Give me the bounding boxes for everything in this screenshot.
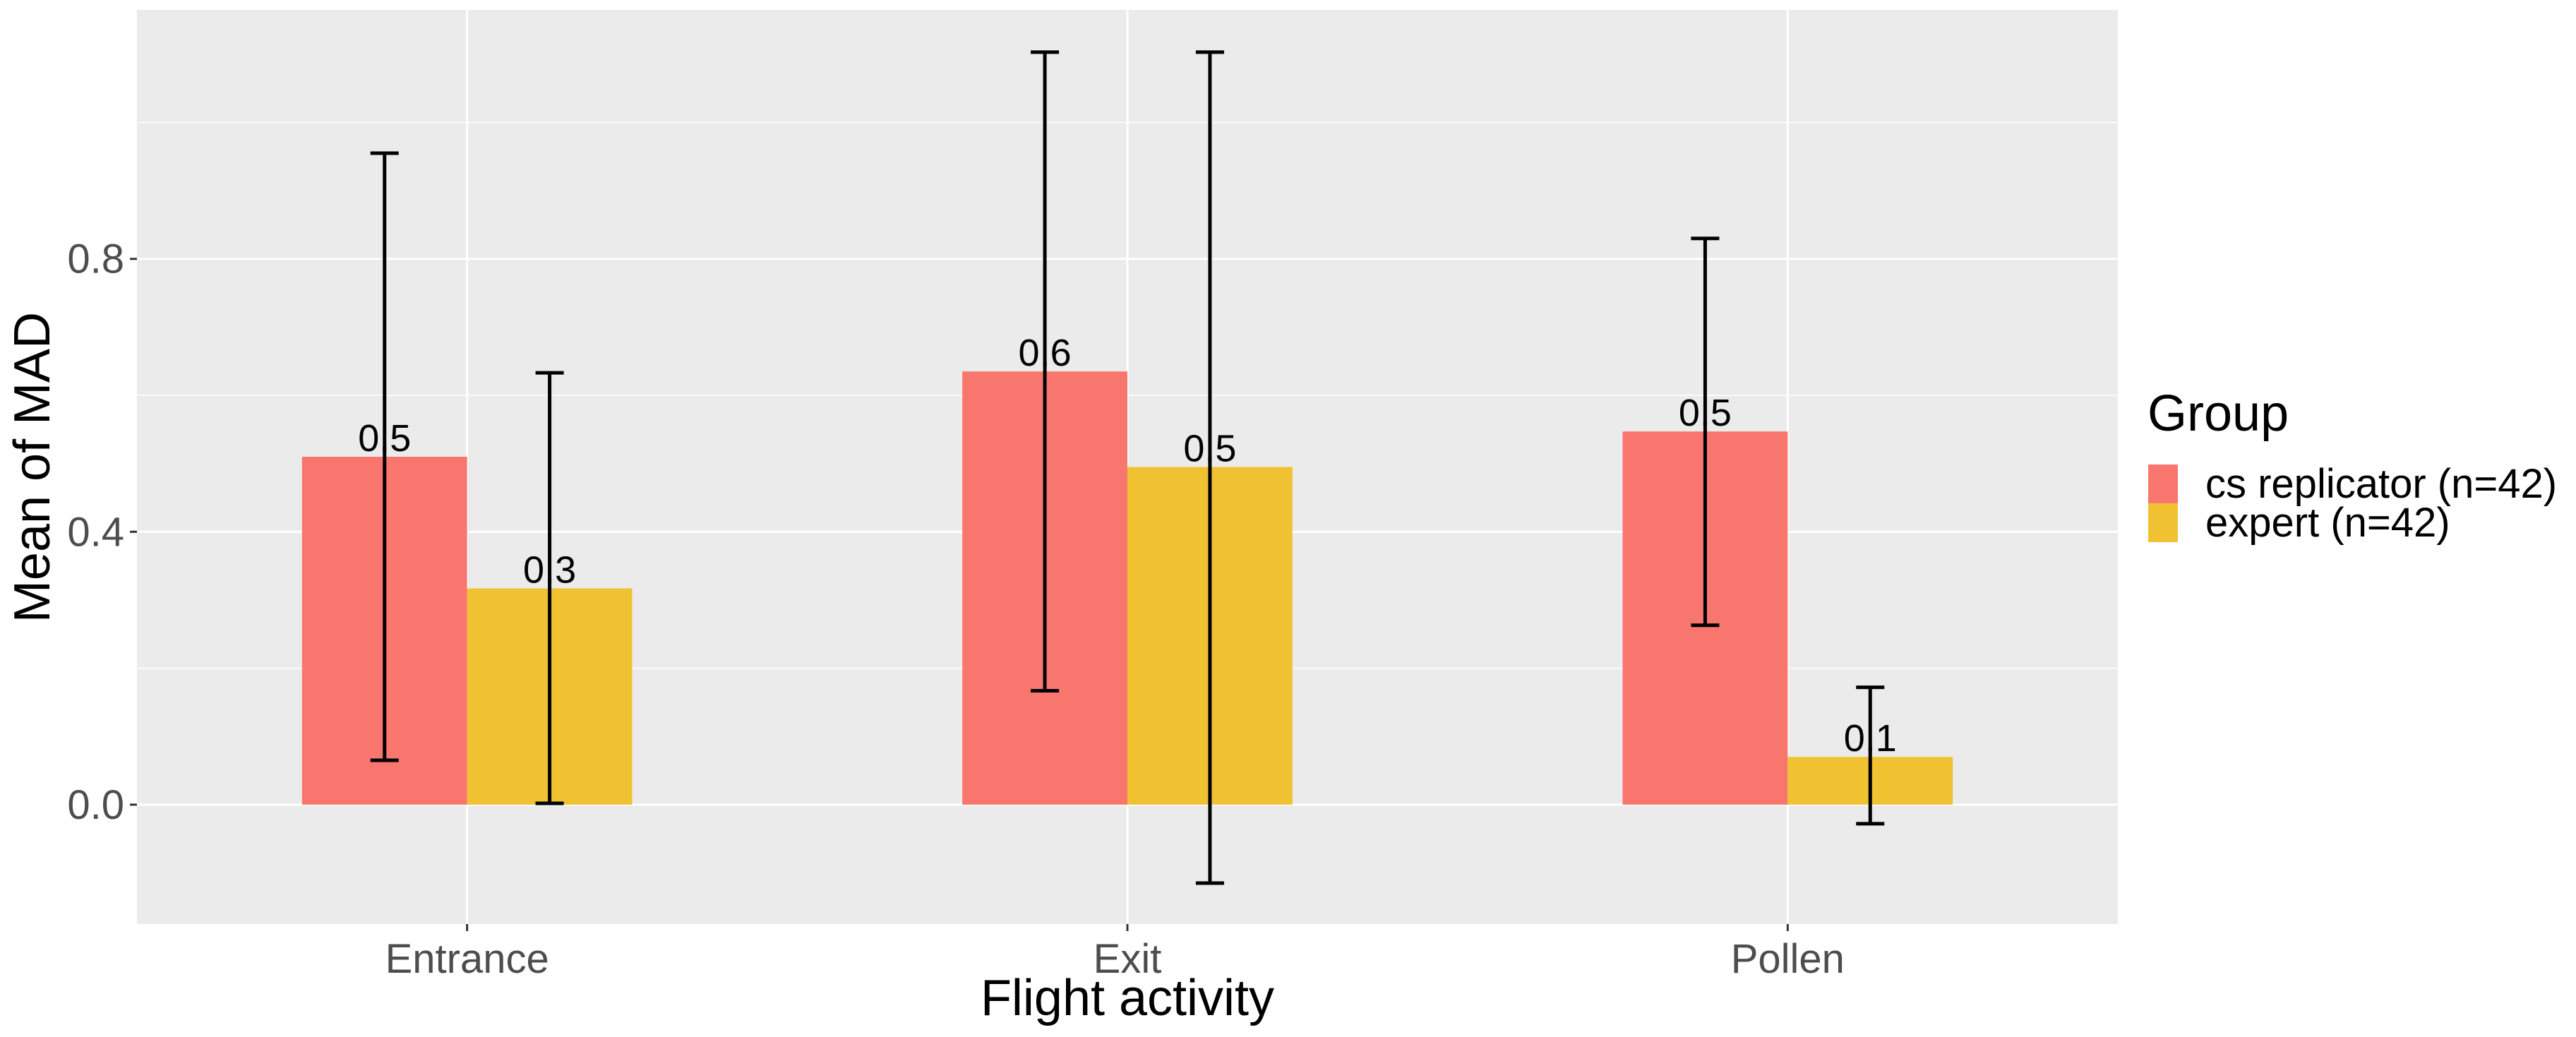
x-tick-label: Entrance: [385, 936, 549, 982]
x-axis: Entrance Exit Pollen: [385, 924, 1845, 982]
legend-key-cs-replicator: [2148, 464, 2178, 503]
bar-value-label: 0.5: [1679, 392, 1732, 434]
y-tick-label: 0.0: [67, 782, 124, 828]
legend-label-expert: expert (n=42): [2205, 500, 2450, 546]
legend-label-cs-replicator: cs replicator (n=42): [2205, 461, 2557, 507]
x-tick-label: Pollen: [1731, 936, 1845, 982]
y-axis: 0.0 0.4 0.8: [67, 236, 137, 828]
legend: Group cs replicator (n=42) expert (n=42): [2147, 385, 2557, 546]
y-tick-label: 0.4: [67, 509, 124, 555]
bar-value-label: 0.1: [1844, 717, 1897, 760]
bar-value-label: 0.5: [358, 417, 411, 460]
x-axis-title: Flight activity: [981, 970, 1274, 1026]
legend-key-expert: [2148, 503, 2178, 542]
x-tick-label: Exit: [1094, 936, 1162, 982]
legend-title: Group: [2147, 385, 2289, 442]
bar-labels-layer: 0.5 0.6 0.5 0.3 0.5 0.1: [358, 332, 1897, 760]
errorbars-layer: [370, 50, 1885, 885]
bar-value-label: 0.6: [1019, 332, 1072, 374]
y-tick-label: 0.8: [67, 236, 124, 282]
bar-value-label: 0.5: [1183, 428, 1236, 470]
y-axis-title: Mean of MAD: [4, 312, 61, 623]
bar-value-label: 0.3: [523, 549, 576, 592]
